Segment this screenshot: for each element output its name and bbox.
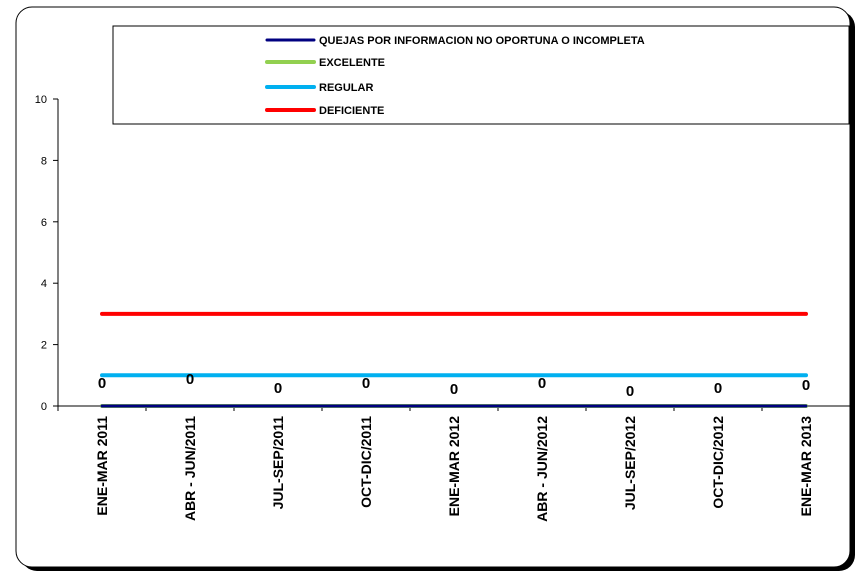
y-tick-label: 8 [41,155,47,167]
legend-label: REGULAR [319,82,373,94]
data-label: 0 [714,380,722,397]
x-tick-label: OCT-DIC/2012 [710,416,726,509]
x-tick-label: ABR - JUN/2012 [534,416,550,522]
legend-box [112,25,850,125]
x-tick-label: ENE-MAR 2012 [446,416,462,517]
data-label: 0 [538,375,546,392]
legend-label: QUEJAS POR INFORMACION NO OPORTUNA O INC… [319,35,645,47]
data-label: 0 [802,377,810,394]
x-tick-label: JUL-SEP/2011 [270,416,286,510]
y-tick-label: 2 [41,340,47,352]
legend-label: DEFICIENTE [319,105,384,117]
data-label: 0 [274,380,282,397]
data-label: 0 [186,371,194,388]
x-tick-label: ENE-MAR 2011 [94,416,110,516]
data-label: 0 [362,375,370,392]
data-labels: 0 0 0 0 0 0 0 0 0 [98,371,810,400]
legend: QUEJAS POR INFORMACION NO OPORTUNA O INC… [112,25,850,125]
chart-frame [15,6,851,568]
data-label: 0 [450,381,458,398]
y-tick-label: 6 [41,217,47,229]
y-tick-label: 4 [41,278,47,290]
data-label: 0 [98,375,106,392]
series-lines [100,311,808,408]
x-tick-label: ENE-MAR 2013 [798,416,814,517]
x-tick-label: ABR - JUN/2011 [182,416,198,521]
data-label: 0 [626,383,634,400]
x-tick-labels: ENE-MAR 2011 ABR - JUN/2011 JUL-SEP/2011 OC… [94,416,814,522]
legend-label: EXCELENTE [319,57,385,69]
y-tick-label: 0 [41,401,47,413]
x-tick-label: JUL-SEP/2012 [622,416,638,510]
x-tick-label: OCT-DIC/2011 [358,416,374,508]
y-tick-label: 10 [35,94,47,106]
